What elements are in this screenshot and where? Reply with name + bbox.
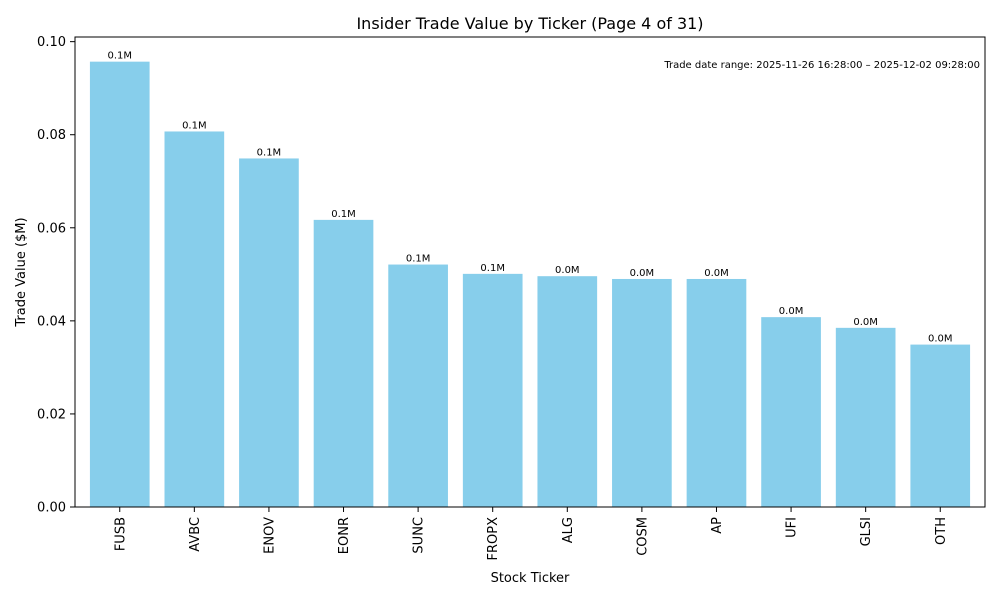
bar-avbc: [164, 131, 225, 507]
y-tick-label: 0.00: [37, 501, 66, 516]
bar-ufi: [761, 317, 821, 507]
x-tick-label-ap: AP: [710, 517, 725, 534]
x-axis-label: Stock Ticker: [491, 571, 570, 586]
bar-enov: [239, 158, 299, 507]
bar-glsi: [835, 327, 896, 507]
value-label-avbc: 0.1M: [182, 120, 207, 131]
y-tick-label: 0.06: [37, 221, 66, 236]
x-tick-label-avbc: AVBC: [188, 517, 203, 552]
bar-eonr: [313, 219, 374, 507]
date-range-annotation: Trade date range: 2025-11-26 16:28:00 – …: [663, 60, 980, 71]
value-label-enov: 0.1M: [257, 147, 282, 158]
y-axis: 0.00 0.02 0.04 0.06 0.08 0.10: [37, 35, 75, 516]
value-label-glsi: 0.0M: [853, 317, 878, 328]
chart-title: Insider Trade Value by Ticker (Page 4 of…: [356, 14, 703, 33]
value-label-fusb: 0.1M: [107, 51, 132, 62]
value-label-sunc: 0.1M: [406, 254, 431, 265]
x-tick-label-sunc: SUNC: [412, 517, 427, 554]
x-tick-label-oth: OTH: [934, 517, 949, 545]
value-label-alg: 0.0M: [555, 265, 580, 276]
x-tick-label-glsi: GLSI: [859, 517, 874, 546]
value-label-ap: 0.0M: [704, 268, 729, 279]
bar-oth: [910, 344, 971, 507]
bars-layer: [89, 61, 971, 507]
y-tick-label: 0.10: [37, 35, 66, 50]
x-tick-label-ufi: UFI: [785, 517, 800, 538]
value-labels-layer: 0.1M 0.1M 0.1M 0.1M 0.1M 0.1M 0.0M 0.0M 0.0M 0.0M…: [107, 51, 952, 345]
x-tick-label-alg: ALG: [561, 517, 576, 543]
value-label-eonr: 0.1M: [331, 209, 356, 220]
x-axis: FUSB AVBC ENOV EONR SUNC FROPX ALG COSM AP UFI GLS…: [113, 507, 949, 561]
bar-fusb: [89, 61, 150, 507]
y-axis-label: Trade Value ($M): [14, 217, 29, 327]
x-tick-label-cosm: COSM: [635, 517, 650, 556]
bar-ap: [686, 278, 747, 507]
x-tick-label-eonr: EONR: [337, 517, 352, 554]
value-label-cosm: 0.0M: [630, 268, 655, 279]
y-tick-label: 0.04: [37, 314, 66, 329]
value-label-fropx: 0.1M: [480, 263, 505, 274]
plot-frame: [74, 36, 986, 508]
value-label-oth: 0.0M: [928, 334, 953, 345]
value-label-ufi: 0.0M: [779, 306, 804, 317]
x-tick-label-enov: ENOV: [262, 517, 277, 554]
y-tick-label: 0.02: [37, 407, 66, 422]
bar-cosm: [612, 278, 672, 507]
bar-sunc: [388, 264, 448, 507]
bar-alg: [537, 276, 598, 507]
x-tick-label-fusb: FUSB: [113, 517, 128, 551]
bar-fropx: [462, 273, 523, 507]
y-tick-label: 0.08: [37, 128, 66, 143]
x-tick-label-fropx: FROPX: [486, 517, 501, 561]
